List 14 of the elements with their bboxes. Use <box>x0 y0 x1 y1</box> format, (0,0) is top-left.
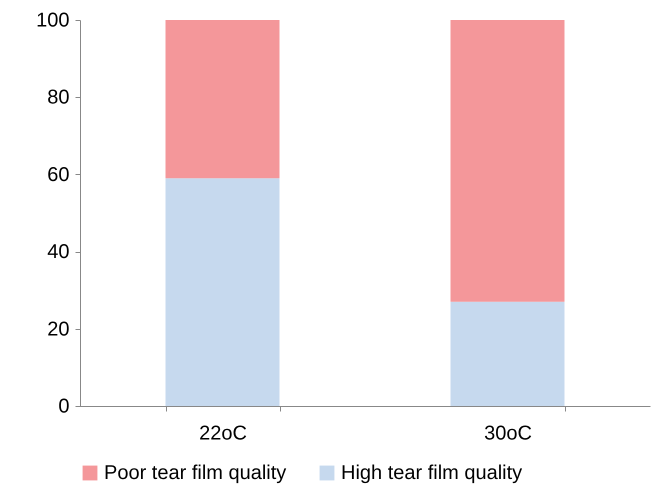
y-tick-label: 100 <box>36 10 70 32</box>
y-tick-label: 60 <box>47 164 70 186</box>
bar <box>166 178 280 406</box>
legend-label: High tear film quality <box>341 462 522 484</box>
bar <box>450 20 564 302</box>
x-tick-label: 30oC <box>484 422 532 444</box>
bar <box>450 302 564 406</box>
bar <box>166 20 280 178</box>
y-tick-label: 20 <box>47 318 70 340</box>
y-tick-label: 40 <box>47 241 70 264</box>
y-tick-label: 0 <box>58 396 70 418</box>
x-tick-label: 22oC <box>199 422 247 444</box>
legend-label: Poor tear film quality <box>104 462 286 484</box>
y-tick-label: 80 <box>47 86 70 109</box>
